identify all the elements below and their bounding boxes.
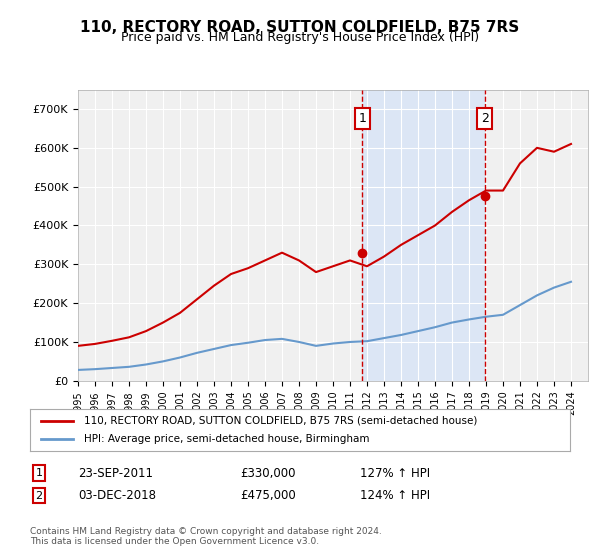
Text: 127% ↑ HPI: 127% ↑ HPI bbox=[360, 466, 430, 480]
Text: 2: 2 bbox=[481, 112, 488, 125]
Text: 124% ↑ HPI: 124% ↑ HPI bbox=[360, 489, 430, 502]
Text: 1: 1 bbox=[358, 112, 367, 125]
Text: 110, RECTORY ROAD, SUTTON COLDFIELD, B75 7RS (semi-detached house): 110, RECTORY ROAD, SUTTON COLDFIELD, B75… bbox=[84, 416, 478, 426]
Text: 23-SEP-2011: 23-SEP-2011 bbox=[78, 466, 153, 480]
Text: £330,000: £330,000 bbox=[240, 466, 296, 480]
Text: 03-DEC-2018: 03-DEC-2018 bbox=[78, 489, 156, 502]
Text: 1: 1 bbox=[35, 468, 43, 478]
Text: Contains HM Land Registry data © Crown copyright and database right 2024.
This d: Contains HM Land Registry data © Crown c… bbox=[30, 526, 382, 546]
Text: £475,000: £475,000 bbox=[240, 489, 296, 502]
Text: 2: 2 bbox=[35, 491, 43, 501]
Bar bbox=[362, 90, 485, 381]
Text: 110, RECTORY ROAD, SUTTON COLDFIELD, B75 7RS: 110, RECTORY ROAD, SUTTON COLDFIELD, B75… bbox=[80, 20, 520, 35]
Text: Price paid vs. HM Land Registry's House Price Index (HPI): Price paid vs. HM Land Registry's House … bbox=[121, 31, 479, 44]
Text: HPI: Average price, semi-detached house, Birmingham: HPI: Average price, semi-detached house,… bbox=[84, 434, 370, 444]
